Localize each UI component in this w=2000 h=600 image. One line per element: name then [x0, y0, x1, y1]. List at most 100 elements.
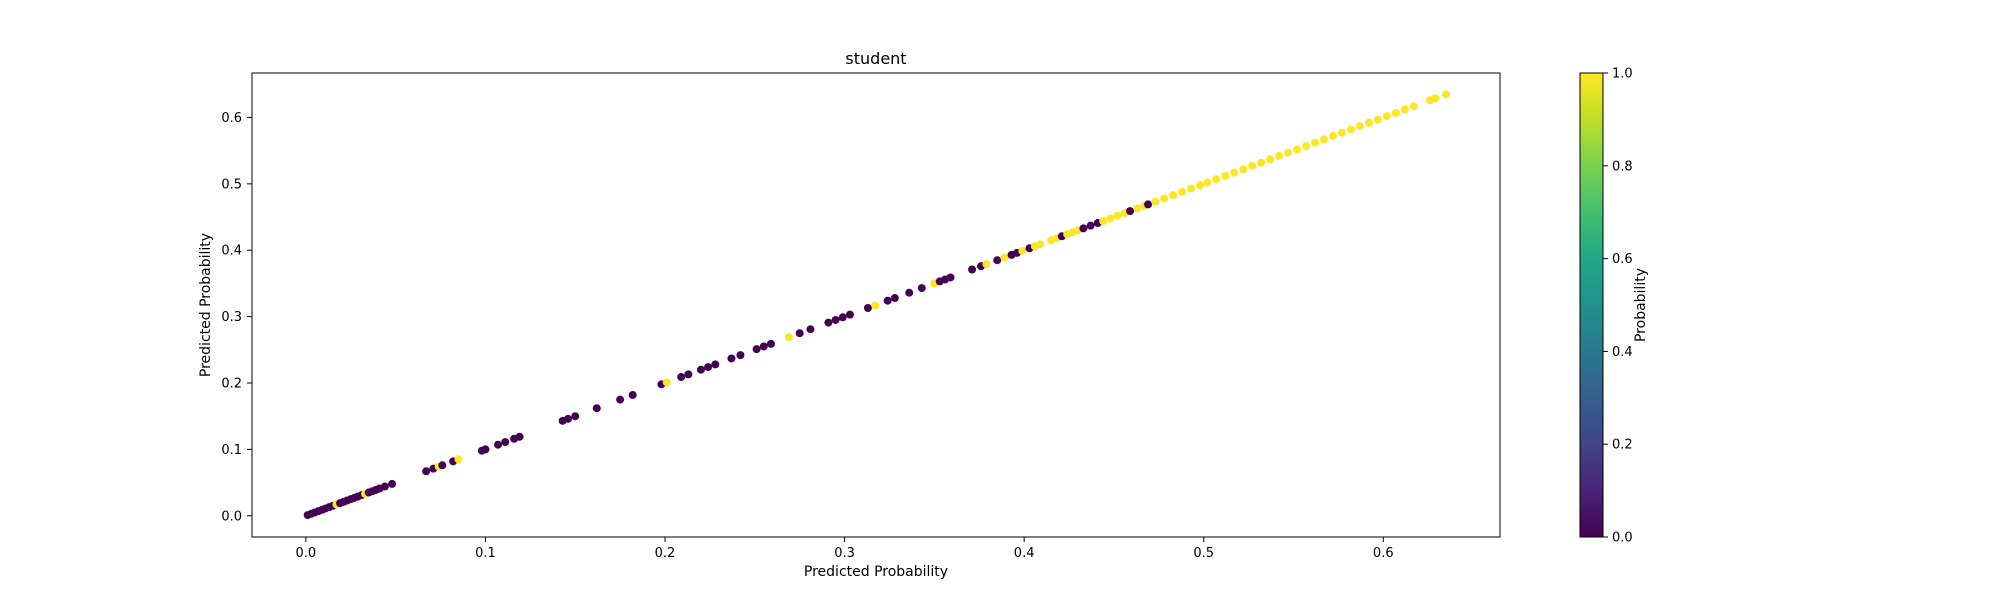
data-point [982, 260, 991, 269]
data-point [1284, 148, 1293, 157]
y-tick-label: 0.1 [221, 443, 242, 458]
data-point [1196, 181, 1205, 190]
y-tick-label: 0.4 [221, 244, 242, 259]
data-point [1000, 253, 1009, 262]
data-point [1230, 168, 1239, 177]
data-point [380, 482, 389, 491]
x-tick-label: 0.6 [1373, 546, 1394, 561]
data-point [1275, 151, 1284, 160]
y-axis-label: Predicted Probability [198, 233, 214, 377]
y-tick-label: 0.6 [221, 111, 242, 126]
colorbar-ticks: 0.0 0.2 0.4 0.6 0.8 1.0 [1603, 67, 1633, 546]
chart-title: student [845, 49, 906, 68]
data-point [806, 325, 815, 334]
data-point [711, 360, 720, 369]
data-point [1086, 221, 1095, 230]
colorbar [1579, 72, 1604, 538]
data-point [454, 455, 463, 464]
data-point [501, 438, 510, 447]
data-point [1337, 128, 1346, 137]
data-point [1431, 94, 1440, 103]
data-point [1346, 125, 1355, 134]
data-point [704, 363, 713, 372]
data-point [481, 445, 490, 454]
data-point [863, 303, 872, 312]
colorbar-tick-label: 0.0 [1612, 531, 1633, 546]
data-point [759, 342, 768, 351]
data-point [1311, 138, 1320, 147]
data-point [592, 404, 601, 413]
data-point [1106, 214, 1115, 223]
x-tick-label: 0.0 [296, 546, 317, 561]
data-point [1169, 191, 1178, 200]
data-point [1293, 145, 1302, 154]
data-point [831, 315, 840, 324]
data-point [784, 333, 793, 342]
data-point [1239, 165, 1248, 174]
colorbar-tick-label: 0.6 [1612, 252, 1633, 267]
data-point [1178, 187, 1187, 196]
data-point [422, 467, 431, 476]
data-point [1203, 178, 1212, 187]
data-point [1355, 122, 1364, 131]
y-tick-label: 0.2 [221, 376, 242, 391]
data-point [736, 351, 745, 360]
data-point [1391, 108, 1400, 117]
data-point [1113, 211, 1122, 220]
data-point [1160, 194, 1169, 203]
data-point [1144, 200, 1153, 209]
data-point [564, 414, 573, 423]
data-point [1400, 105, 1409, 114]
data-point [1329, 132, 1337, 141]
y-tick-label: 0.3 [221, 310, 242, 325]
y-tick-label: 0.0 [221, 509, 242, 524]
data-point [993, 256, 1002, 265]
data-point [1382, 112, 1391, 121]
data-point [824, 318, 833, 327]
data-point [1257, 158, 1266, 167]
data-point [905, 288, 914, 297]
data-point [677, 373, 686, 382]
data-point [1302, 142, 1311, 151]
data-point [766, 339, 775, 348]
colorbar-tick-label: 1.0 [1612, 67, 1633, 82]
x-axis-label: Predicted Probability [804, 564, 948, 580]
data-point [871, 301, 880, 310]
data-point [628, 390, 637, 399]
data-point [1126, 207, 1135, 216]
x-tick-label: 0.1 [475, 546, 496, 561]
data-point [838, 313, 847, 322]
data-point [388, 479, 397, 488]
data-point [494, 440, 503, 449]
data-point [845, 310, 854, 319]
data-point [1151, 197, 1160, 206]
colorbar-tick-label: 0.8 [1612, 159, 1633, 174]
data-point [727, 354, 736, 363]
data-point [1364, 118, 1373, 127]
x-tick-label: 0.5 [1193, 546, 1214, 561]
y-axis-ticks: 0.0 0.1 0.2 0.3 0.4 0.5 0.6 [221, 111, 252, 524]
points-layer [303, 90, 1451, 520]
data-point [696, 365, 705, 374]
colorbar-label: Probability [1633, 268, 1649, 342]
data-point [968, 265, 977, 274]
data-point [1373, 115, 1382, 124]
data-point [1248, 161, 1257, 170]
data-point [438, 461, 447, 470]
data-point [1409, 102, 1418, 111]
data-point [1320, 135, 1329, 144]
data-point [515, 432, 524, 441]
data-point [946, 273, 955, 282]
data-point [1079, 224, 1088, 233]
data-point [795, 329, 804, 338]
data-point [571, 412, 580, 421]
x-tick-label: 0.4 [1014, 546, 1035, 561]
data-point [684, 370, 693, 379]
plot-frame [251, 72, 1501, 538]
data-point [662, 378, 671, 387]
x-axis-ticks: 0.0 0.1 0.2 0.3 0.4 0.5 0.6 [296, 537, 1394, 561]
data-point [1212, 175, 1221, 184]
data-point [917, 284, 926, 293]
data-point [1442, 90, 1451, 99]
x-tick-label: 0.2 [655, 546, 676, 561]
